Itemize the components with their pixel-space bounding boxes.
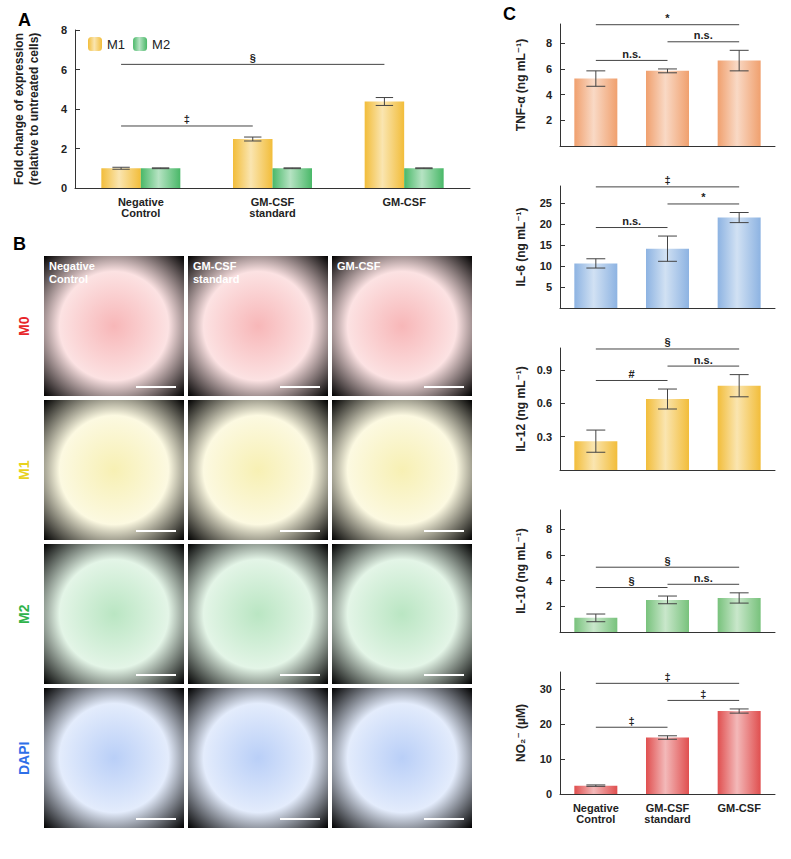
svg-text:4: 4 [546, 89, 553, 101]
svg-text:2: 2 [546, 114, 552, 126]
svg-text:10: 10 [540, 753, 552, 765]
svg-text:GM-CSF: GM-CSF [645, 801, 690, 814]
svg-text:TNF-α (ng mL⁻¹): TNF-α (ng mL⁻¹) [514, 39, 528, 131]
svg-text:Negative: Negative [117, 195, 164, 208]
html-text:M1: M1 [16, 460, 32, 480]
svg-text:n.s.: n.s. [694, 29, 713, 41]
svg-text:GM-CSF: GM-CSF [717, 802, 761, 814]
svg-text:Control: Control [121, 207, 160, 219]
svg-text:IL-12 (ng mL⁻¹): IL-12 (ng mL⁻¹) [514, 366, 528, 452]
svg-text:0.6: 0.6 [537, 397, 552, 409]
svg-text:2: 2 [61, 143, 67, 155]
svg-text:*: * [701, 191, 706, 203]
svg-text:Fold change of expression: Fold change of expression [12, 33, 26, 185]
svg-text:0: 0 [546, 788, 552, 800]
svg-text:Negative: Negative [572, 801, 619, 814]
svg-text:2: 2 [546, 600, 552, 612]
html-text:Negative Control: Negative Control [49, 260, 95, 285]
svg-text:standard: standard [644, 813, 690, 825]
svg-text:‡: ‡ [664, 174, 670, 186]
svg-text:A: A [18, 10, 31, 30]
svg-text:#: # [629, 368, 635, 380]
svg-text:8: 8 [546, 523, 552, 535]
svg-text:§: § [664, 336, 670, 348]
svg-text:25: 25 [540, 197, 552, 209]
svg-text:n.s.: n.s. [694, 572, 713, 584]
svg-text:n.s.: n.s. [694, 354, 713, 366]
svg-text:NO₂⁻ (µM): NO₂⁻ (µM) [514, 704, 528, 762]
svg-text:4: 4 [546, 575, 553, 587]
svg-text:‡: ‡ [629, 715, 635, 727]
svg-text:20: 20 [540, 218, 552, 230]
html-text:GM-CSF standard: GM-CSF standard [193, 260, 240, 285]
svg-text:§: § [629, 575, 635, 587]
svg-text:15: 15 [540, 239, 552, 251]
svg-text:0: 0 [61, 182, 67, 194]
svg-text:§: § [664, 555, 670, 567]
svg-text:IL-10 (ng mL⁻¹): IL-10 (ng mL⁻¹) [514, 528, 528, 614]
svg-text:M1: M1 [107, 37, 125, 52]
svg-text:Control: Control [576, 813, 615, 825]
html-text:B: B [13, 234, 26, 254]
svg-text:n.s.: n.s. [622, 215, 641, 227]
svg-text:6: 6 [546, 63, 552, 75]
svg-text:(relative to untreated cells): (relative to untreated cells) [27, 33, 41, 186]
svg-text:8: 8 [546, 37, 552, 49]
svg-text:4: 4 [61, 103, 68, 115]
svg-text:6: 6 [546, 549, 552, 561]
svg-text:‡: ‡ [184, 113, 190, 125]
svg-text:*: * [665, 12, 670, 24]
svg-text:0.3: 0.3 [537, 431, 552, 443]
svg-text:standard: standard [249, 207, 295, 219]
svg-text:n.s.: n.s. [622, 48, 641, 60]
svg-text:§: § [250, 52, 256, 64]
svg-text:‡: ‡ [664, 671, 670, 683]
html-text:DAPI: DAPI [16, 741, 32, 775]
html-text:M0: M0 [16, 316, 32, 336]
svg-text:C: C [503, 4, 516, 24]
svg-text:30: 30 [540, 683, 552, 695]
svg-text:GM-CSF: GM-CSF [250, 195, 295, 208]
svg-text:8: 8 [61, 24, 67, 36]
svg-text:6: 6 [61, 64, 67, 76]
svg-text:‡: ‡ [700, 688, 706, 700]
html-text:GM-CSF: GM-CSF [337, 260, 381, 272]
svg-text:10: 10 [540, 260, 552, 272]
html-text:M2: M2 [16, 604, 32, 624]
svg-text:20: 20 [540, 718, 552, 730]
svg-text:0.9: 0.9 [537, 364, 552, 376]
svg-text:M2: M2 [152, 37, 170, 52]
svg-text:5: 5 [546, 281, 552, 293]
svg-text:GM-CSF: GM-CSF [382, 196, 426, 208]
svg-text:IL-6 (ng mL⁻¹): IL-6 (ng mL⁻¹) [514, 208, 528, 287]
